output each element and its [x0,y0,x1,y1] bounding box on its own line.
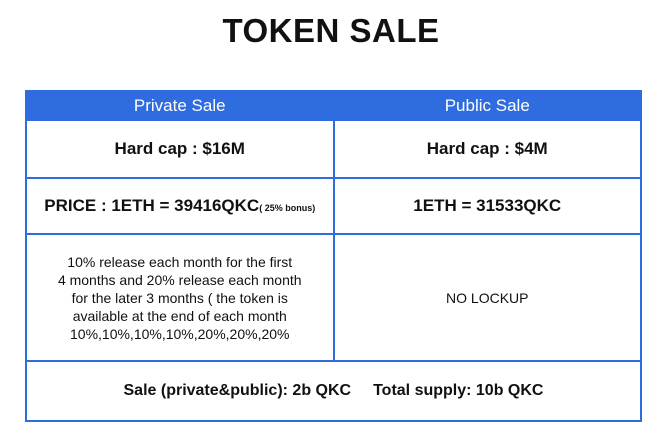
token-sale-table: Private Sale Public Sale Hard cap : $16M… [25,90,642,422]
table-row-lockup: 10% release each month for the first 4 m… [25,233,642,362]
public-hard-cap: Hard cap : $4M [332,119,642,179]
header-private-sale: Private Sale [25,90,335,121]
table-row-price: PRICE : 1ETH = 39416QKC( 25% bonus) 1ETH… [25,177,642,235]
public-price: 1ETH = 31533QKC [332,177,642,235]
totals-cell: Sale (private&public): 2b QKC Total suppl… [25,360,642,422]
release-line: for the later 3 months ( the token is [71,289,288,306]
sale-total: Sale (private&public): 2b QKC [123,382,352,399]
page-title: TOKEN SALE [222,12,440,49]
header-public-sale: Public Sale [332,90,642,121]
table-header-row: Private Sale Public Sale [25,90,642,121]
private-bonus: ( 25% bonus) [259,203,316,213]
release-line: 4 months and 20% release each month [57,271,302,288]
table-row-hard-cap: Hard cap : $16M Hard cap : $4M [25,119,642,179]
release-line: 10%,10%,10%,10%,20%,20%,20% [70,325,290,342]
private-price: PRICE : 1ETH = 39416QKC [44,196,260,215]
private-hard-cap: Hard cap : $16M [25,119,335,179]
table-row-totals: Sale (private&public): 2b QKC Total suppl… [25,360,642,422]
release-line: 10% release each month for the first [67,253,293,270]
private-release-schedule: 10% release each month for the first 4 m… [25,233,335,362]
release-line: available at the end of each month [72,307,287,324]
public-lockup: NO LOCKUP [332,233,642,362]
total-supply: Total supply: 10b QKC [373,382,544,399]
private-price-cell: PRICE : 1ETH = 39416QKC( 25% bonus) [25,177,335,235]
